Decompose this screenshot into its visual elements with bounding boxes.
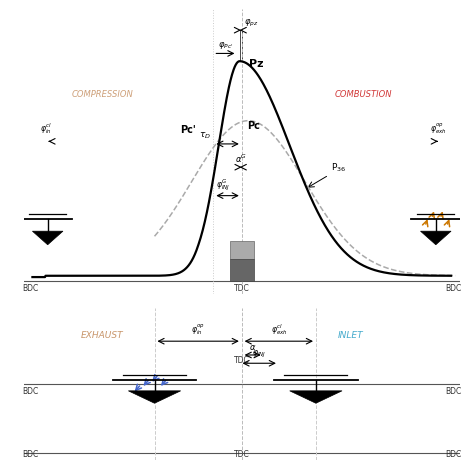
Text: BDC: BDC [445, 284, 461, 293]
Text: BDC: BDC [22, 387, 38, 396]
Text: $\varphi_{Pc'}$: $\varphi_{Pc'}$ [218, 40, 233, 51]
Text: TDC: TDC [234, 450, 250, 459]
Text: INLET: INLET [338, 331, 364, 340]
Text: TDC: TDC [234, 356, 250, 365]
Text: $\varphi_{in}^{op}$: $\varphi_{in}^{op}$ [191, 322, 205, 337]
Text: P$_{36}$: P$_{36}$ [331, 161, 346, 173]
Text: $\varphi_{pz}$: $\varphi_{pz}$ [244, 18, 259, 29]
Text: BDC: BDC [445, 387, 461, 396]
Text: BDC: BDC [22, 284, 38, 293]
Polygon shape [290, 391, 342, 403]
Text: COMPRESSION: COMPRESSION [71, 91, 133, 99]
Text: BDC: BDC [445, 450, 461, 459]
Text: $\varphi_{exh}^{op}$: $\varphi_{exh}^{op}$ [430, 121, 446, 136]
Text: TDC: TDC [234, 284, 250, 293]
Polygon shape [128, 391, 181, 403]
Text: Pz: Pz [249, 59, 264, 69]
Text: $\varphi_{INJ}^G$: $\varphi_{INJ}^G$ [216, 178, 229, 193]
Text: COMBUSTION: COMBUSTION [335, 91, 392, 99]
Bar [229, 241, 254, 259]
Text: Pc: Pc [247, 121, 260, 131]
Text: $\tau_D$: $\tau_D$ [199, 131, 211, 141]
Text: EXHAUST: EXHAUST [81, 331, 124, 340]
Text: $\varphi_{in}^{cl}$: $\varphi_{in}^{cl}$ [40, 121, 51, 136]
Text: $\varphi_{exh}^{cl}$: $\varphi_{exh}^{cl}$ [271, 322, 287, 337]
Text: $\alpha$: $\alpha$ [249, 343, 256, 352]
Polygon shape [420, 231, 451, 245]
Bar [229, 259, 254, 281]
Text: BDC: BDC [22, 450, 38, 459]
Text: Pc': Pc' [180, 125, 196, 135]
Polygon shape [32, 231, 63, 245]
Text: $\varphi_{INJ}$: $\varphi_{INJ}$ [252, 349, 266, 361]
Text: $\alpha^G$: $\alpha^G$ [235, 152, 247, 164]
